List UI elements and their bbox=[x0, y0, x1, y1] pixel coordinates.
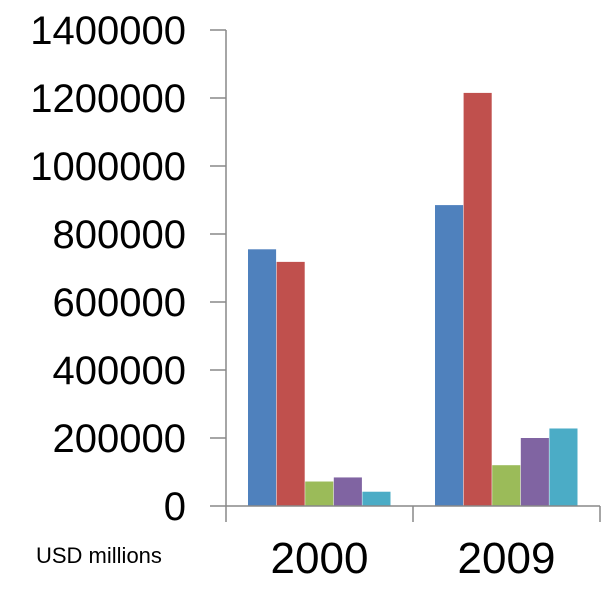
x-category-label: 2009 bbox=[458, 534, 556, 583]
bar bbox=[276, 261, 305, 506]
bar bbox=[463, 92, 492, 507]
bars bbox=[248, 92, 578, 507]
y-tick-label: 800000 bbox=[53, 213, 186, 257]
y-tick-label: 600000 bbox=[53, 281, 186, 325]
y-tick-label: 400000 bbox=[53, 349, 186, 393]
bar bbox=[549, 428, 578, 506]
bar bbox=[492, 465, 521, 506]
y-tick-label: 200000 bbox=[53, 417, 186, 461]
y-tick-label: 0 bbox=[164, 485, 186, 529]
unit-note: USD millions bbox=[36, 543, 162, 568]
y-tick-label: 1200000 bbox=[30, 77, 186, 121]
x-axis-labels: 2000 2009 bbox=[271, 534, 556, 583]
bar bbox=[435, 205, 464, 506]
bar bbox=[248, 249, 277, 507]
bar bbox=[362, 491, 391, 506]
x-category-label: 2000 bbox=[271, 534, 369, 583]
y-tick-label: 1400000 bbox=[30, 9, 186, 53]
bar bbox=[520, 438, 549, 506]
bar bbox=[333, 477, 362, 506]
x-axis-ticks bbox=[225, 506, 601, 522]
y-tick-label: 1000000 bbox=[30, 145, 186, 189]
y-axis-ticks: 0 200000 400000 600000 800000 1000000 1200000 1… bbox=[30, 9, 226, 529]
bar bbox=[305, 481, 334, 506]
